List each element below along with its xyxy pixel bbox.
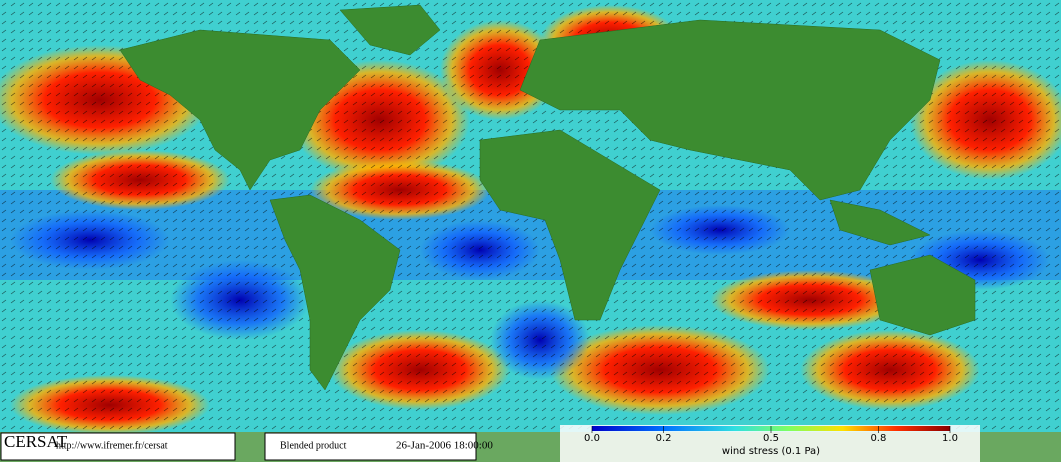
colorbar-tick-label: 0.2 bbox=[656, 433, 672, 444]
colorbar-tick-label: 0.0 bbox=[584, 433, 600, 444]
colorbar-label: wind stress (0.1 Pa) bbox=[722, 446, 820, 457]
product: Blended product bbox=[280, 440, 347, 451]
logo-box bbox=[0, 432, 236, 461]
date: 26-Jan-2006 18:00:00 bbox=[396, 440, 493, 452]
colorbar-tick-label: 0.8 bbox=[870, 433, 886, 444]
product-box bbox=[264, 432, 477, 461]
land bbox=[119, 4, 976, 391]
colorbar-tick-label: 0.5 bbox=[763, 433, 779, 444]
colorbar-panel bbox=[560, 425, 980, 462]
logo: CERSAT bbox=[4, 432, 68, 451]
url: http://www.ifremer.fr/cersat bbox=[56, 440, 168, 451]
colorbar-tick-label: 1.0 bbox=[942, 433, 958, 444]
